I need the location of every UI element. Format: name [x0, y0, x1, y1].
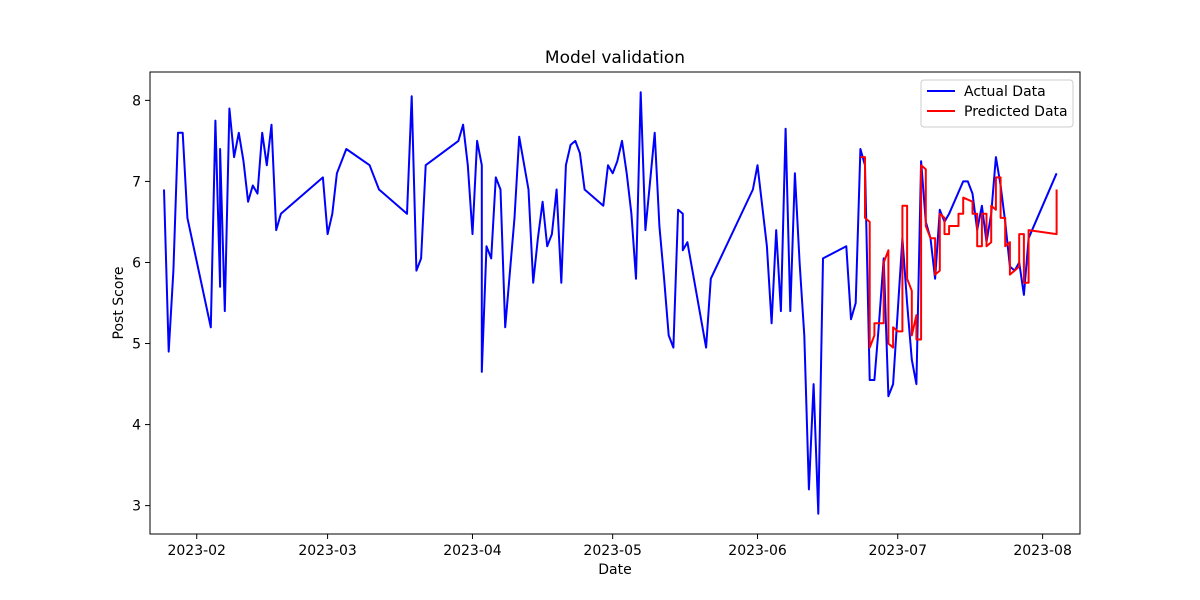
plot-background — [150, 72, 1080, 534]
y-axis-title: Post Score — [111, 267, 127, 340]
chart-title: Model validation — [545, 48, 685, 68]
plot-area — [150, 72, 1080, 534]
legend-label-actual: Actual Data — [964, 84, 1046, 100]
y-tick-label: 5 — [132, 337, 141, 353]
y-tick-label: 6 — [132, 255, 141, 271]
y-axis: 3 4 5 6 7 8 — [132, 93, 150, 515]
legend-box — [920, 79, 1074, 128]
series-line-predicted — [860, 156, 1058, 349]
plot-frame — [149, 71, 1081, 535]
y-tick-label: 7 — [132, 174, 141, 190]
x-tick-label: 2023-02 — [167, 543, 226, 559]
y-tick-label: 8 — [132, 93, 141, 109]
x-tick-label: 2023-08 — [1013, 543, 1072, 559]
x-tick-label: 2023-03 — [298, 543, 357, 559]
x-tick-label: 2023-07 — [868, 543, 927, 559]
y-tick-label: 3 — [132, 499, 141, 515]
legend: Actual Data Predicted Data — [920, 79, 1074, 128]
legend-label-predicted: Predicted Data — [964, 104, 1068, 120]
series-layer — [163, 91, 1058, 515]
series-line-actual — [163, 91, 1058, 515]
x-tick-label: 2023-04 — [443, 543, 502, 559]
x-tick-label: 2023-05 — [583, 543, 642, 559]
x-axis: 2023-02 2023-03 2023-04 2023-05 2023-06 2023-… — [167, 534, 1072, 559]
x-tick-label: 2023-06 — [728, 543, 787, 559]
y-tick-label: 4 — [132, 418, 141, 434]
x-axis-title: Date — [598, 562, 631, 578]
